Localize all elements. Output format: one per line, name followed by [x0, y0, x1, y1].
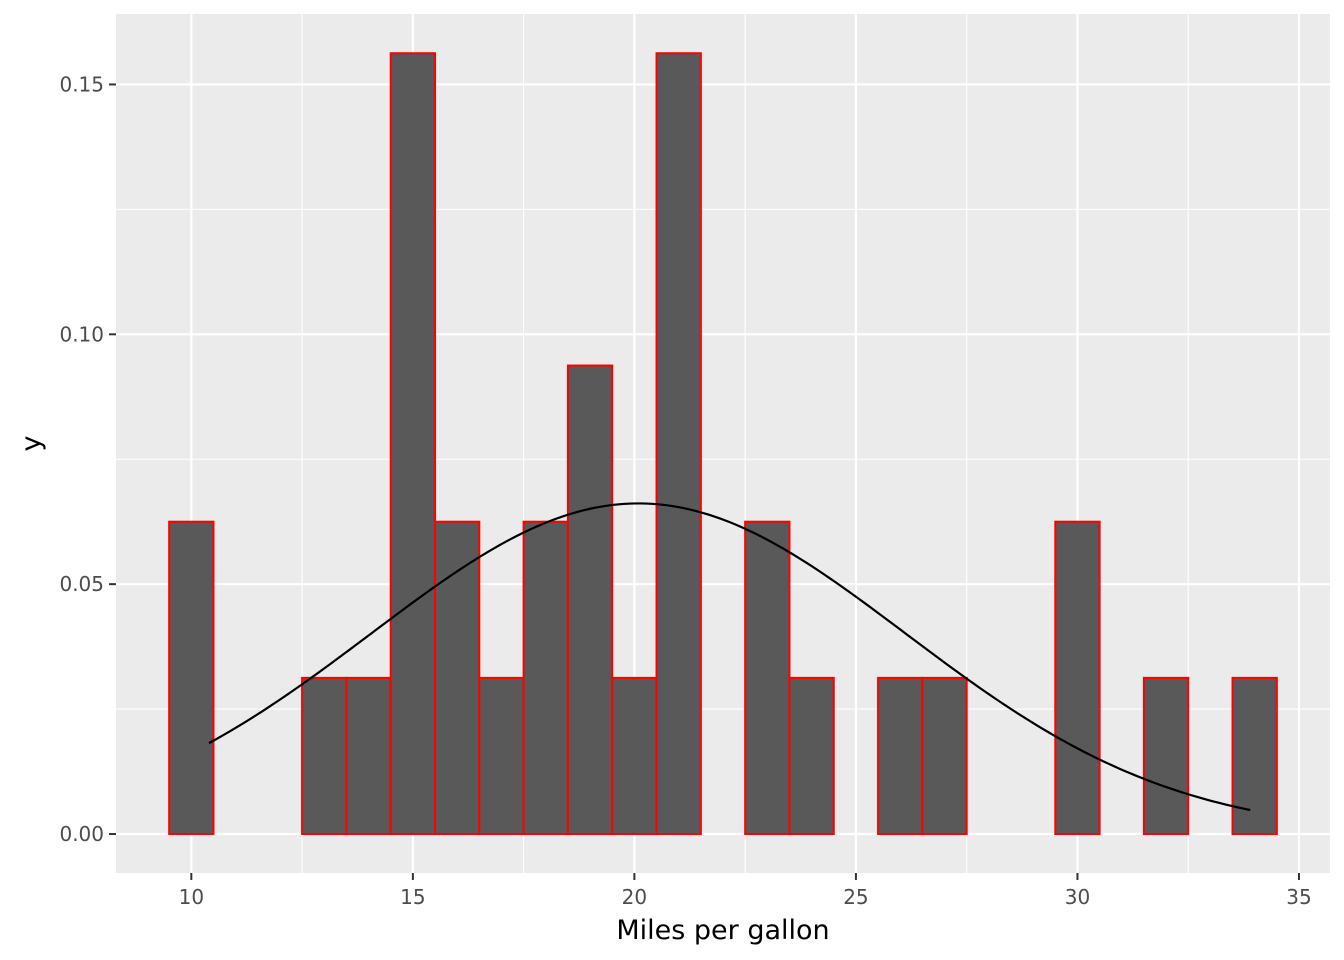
histogram-bar — [389, 52, 437, 836]
histogram-bar — [345, 676, 392, 836]
y-tick-label: 0.00 — [59, 822, 104, 846]
histogram-bar — [877, 676, 924, 836]
y-tick-label: 0.15 — [59, 72, 104, 96]
x-tick-label: 10 — [179, 885, 204, 909]
histogram-bar — [168, 520, 215, 836]
histogram-bar — [478, 676, 525, 836]
histogram-bar — [301, 676, 348, 836]
y-tick-label: 0.05 — [59, 572, 104, 596]
x-axis: 10 15 20 25 30 35 — [179, 873, 1312, 909]
histogram-bar — [1142, 676, 1190, 836]
y-tick-label: 0.10 — [59, 322, 104, 346]
x-tick-label: 20 — [622, 885, 647, 909]
x-axis-title: Miles per gallon — [616, 915, 829, 946]
histogram-bar — [434, 520, 481, 836]
histogram-bar — [566, 364, 614, 836]
x-tick-label: 15 — [400, 885, 425, 909]
density-curve — [208, 502, 1251, 812]
histogram-bar — [921, 676, 968, 836]
histogram-bar — [611, 676, 658, 836]
x-tick-label: 35 — [1286, 885, 1311, 909]
histogram-bar — [522, 520, 569, 836]
histogram-bar — [1231, 676, 1278, 836]
histogram-bar — [788, 676, 835, 836]
y-axis-title: y — [16, 435, 47, 451]
minor-gridlines — [116, 14, 1330, 873]
histogram-bar — [1054, 520, 1101, 836]
histogram-bar — [655, 52, 702, 836]
x-tick-label: 25 — [843, 885, 868, 909]
histogram-bars — [168, 52, 1278, 836]
x-tick-label: 30 — [1065, 885, 1090, 909]
histogram-bar — [744, 520, 791, 836]
y-axis: 0.00 0.05 0.10 0.15 — [59, 72, 116, 846]
